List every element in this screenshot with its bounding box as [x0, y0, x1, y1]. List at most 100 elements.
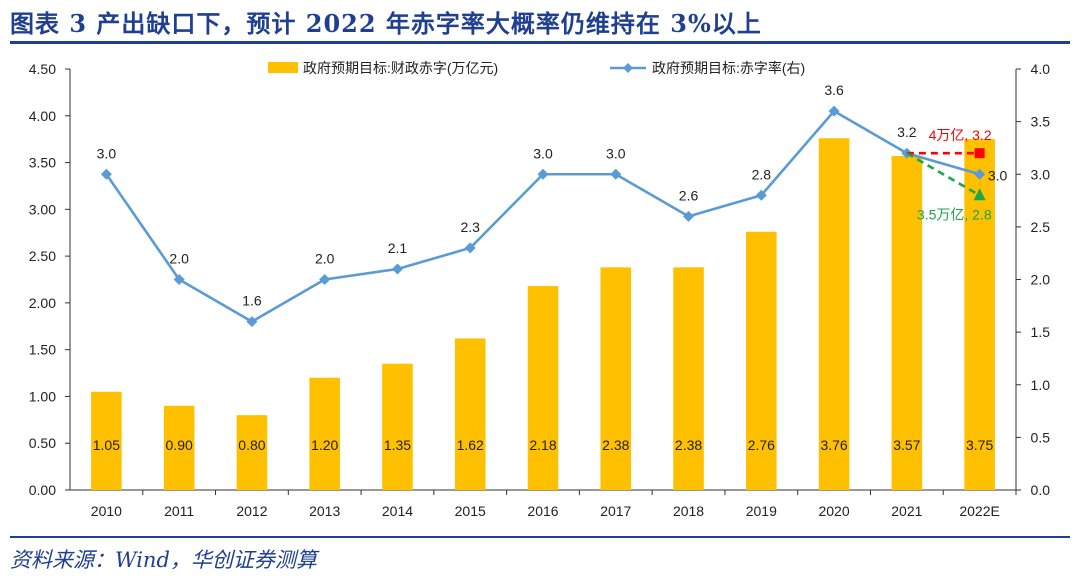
- line-point: [755, 189, 767, 201]
- bar: [818, 138, 850, 490]
- bar: [382, 363, 413, 490]
- y-left-tick-label: 4.50: [29, 61, 56, 77]
- line-point: [683, 210, 695, 222]
- scenario-label: 3.5万亿, 2.8: [917, 206, 992, 222]
- combo-chart: 0.00 0.50 1.00 1.50 2.00 2.50 3.00 3.50 4.00 4.50…: [29, 60, 1050, 519]
- x-tick-label: 2017: [600, 503, 631, 519]
- line-data-label: 3.0: [97, 145, 117, 161]
- x-tick-label: 2013: [309, 503, 340, 519]
- bar-data-label: 1.62: [457, 437, 484, 453]
- y-left-tick-label: 3.50: [29, 155, 56, 171]
- y-right-tick-label: 3.5: [1031, 114, 1051, 130]
- bar-data-label: 2.18: [529, 437, 556, 453]
- axes: 0.00 0.50 1.00 1.50 2.00 2.50 3.00 3.50 4.00 4.50…: [29, 61, 1050, 519]
- x-tick-label: 2018: [673, 503, 704, 519]
- scenario-line: [906, 152, 981, 197]
- scenario-label: 4万亿, 3.2: [929, 127, 992, 143]
- bar-data-label: 2.38: [675, 437, 702, 453]
- line-data-label: 2.0: [315, 251, 335, 267]
- line-data-label: 2.8: [752, 166, 772, 182]
- bar-data-label: 3.75: [966, 437, 993, 453]
- line-point: [974, 168, 986, 180]
- line-point: [391, 263, 403, 275]
- x-tick-label: 2015: [455, 503, 486, 519]
- bar: [163, 405, 195, 490]
- chart-title: 图表 3 产出缺口下，预计 2022 年赤字率大概率仍维持在 3%以上: [10, 9, 762, 38]
- x-tick-label: 2010: [91, 503, 122, 519]
- bar-data-label: 0.80: [238, 437, 265, 453]
- bar-data-label: 2.38: [602, 437, 629, 453]
- y-right-tick-label: 2.0: [1031, 272, 1051, 288]
- bar-data-label: 3.57: [893, 437, 920, 453]
- line-data-label: 2.0: [169, 251, 189, 267]
- bar: [746, 231, 777, 490]
- y-left-tick-label: 0.00: [29, 482, 56, 498]
- x-tick-label: 2016: [527, 503, 558, 519]
- bar: [527, 286, 559, 490]
- y-right-tick-label: 2.5: [1031, 219, 1051, 235]
- scenario-point: [974, 148, 985, 159]
- line-series: 3.0 2.0 1.6 2.0 2.1 2.3 3.0 3.0 2.6 2.8 3.6 3.2 3.0: [97, 82, 1008, 328]
- bar: [91, 391, 122, 490]
- y-left-tick-label: 1.50: [29, 342, 56, 358]
- line-data-label: 3.0: [533, 145, 553, 161]
- y-right-tick-label: 0.0: [1031, 482, 1051, 498]
- line-data-label: 2.3: [460, 219, 480, 235]
- line-endpoint-label: 3.0: [988, 167, 1008, 183]
- line-data-label: 2.1: [388, 240, 408, 256]
- footer-rule: [10, 536, 1070, 538]
- legend-item-bar[interactable]: 政府预期目标:财政赤字(万亿元): [268, 60, 498, 76]
- y-left-tick-label: 4.00: [29, 108, 56, 124]
- bar: [236, 415, 268, 490]
- bar-data-label: 3.76: [820, 437, 847, 453]
- bar-data-label: 2.76: [748, 437, 775, 453]
- bar: [600, 267, 632, 490]
- y-right-tick-label: 1.0: [1031, 377, 1051, 393]
- line-point: [173, 274, 185, 285]
- bar-series: 1.05 0.90 0.80 1.20 1.35 1.62 2.18 2.38 2.38 2.76…: [91, 138, 995, 491]
- bar-data-label: 0.90: [166, 437, 193, 453]
- legend-item-line[interactable]: 政府预期目标:赤字率(右): [610, 60, 805, 76]
- scenario-series: 4万亿, 3.2 3.5万亿, 2.8: [906, 127, 992, 222]
- y-left-tick-label: 3.00: [29, 201, 56, 217]
- title-rule: [10, 41, 1070, 44]
- line-point: [464, 242, 476, 254]
- legend[interactable]: 政府预期目标:财政赤字(万亿元) 政府预期目标:赤字率(右): [268, 60, 805, 76]
- line-data-label: 2.6: [679, 187, 699, 203]
- line-data-label: 3.0: [606, 145, 626, 161]
- bar: [673, 267, 704, 490]
- bar: [309, 377, 340, 490]
- bar: [454, 338, 486, 490]
- source-note: 资料来源：Wind，华创证券测算: [10, 548, 317, 572]
- x-tick-label: 2011: [164, 503, 194, 519]
- bar-data-label: 1.05: [93, 437, 120, 453]
- line-point: [100, 168, 112, 180]
- bar-data-label: 1.35: [384, 437, 411, 453]
- y-right-tick-label: 0.5: [1031, 429, 1051, 445]
- line-point: [610, 168, 622, 180]
- line-data-label: 3.6: [824, 82, 844, 98]
- y-right-tick-label: 1.5: [1031, 324, 1051, 340]
- legend-swatch-marker: [623, 63, 633, 73]
- line-data-label: 3.2: [897, 124, 917, 140]
- x-tick-label: 2014: [382, 503, 413, 519]
- y-right-tick-label: 4.0: [1031, 61, 1051, 77]
- bar: [891, 156, 923, 491]
- x-tick-label: 2022E: [959, 503, 999, 519]
- y-left-tick-label: 2.50: [29, 248, 56, 264]
- x-tick-label: 2021: [891, 503, 922, 519]
- x-tick-label: 2019: [746, 503, 777, 519]
- y-left-tick-label: 0.50: [29, 435, 56, 451]
- legend-swatch-bar: [268, 62, 298, 73]
- legend-label-line: 政府预期目标:赤字率(右): [652, 60, 805, 76]
- x-tick-label: 2020: [818, 503, 849, 519]
- line-point: [246, 316, 258, 328]
- line-point: [319, 274, 331, 285]
- y-left-tick-label: 2.00: [29, 295, 56, 311]
- y-left-tick-label: 1.00: [29, 388, 56, 404]
- scenario-point: [973, 188, 986, 201]
- line-data-label: 1.6: [242, 293, 262, 309]
- line-point: [828, 105, 840, 117]
- legend-label-bar: 政府预期目标:财政赤字(万亿元): [303, 60, 498, 76]
- y-right-tick-label: 3.0: [1031, 166, 1051, 182]
